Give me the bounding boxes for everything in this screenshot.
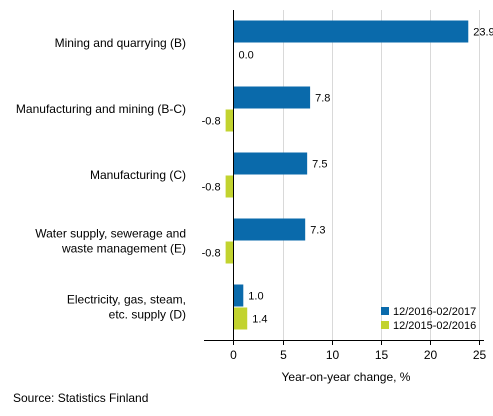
gridlines — [283, 10, 480, 340]
value-labels: 23.9 0.0 7.8 -0.8 7.5 -0.8 7.3 -0.8 1.0 1.4 — [202, 27, 493, 326]
x-tick-label: 20 — [424, 348, 438, 362]
data-label: -0.8 — [202, 182, 221, 194]
x-tick-label: 25 — [473, 348, 487, 362]
data-label: 0.0 — [238, 50, 253, 62]
legend-swatch — [381, 321, 389, 329]
category-label: etc. supply (D) — [109, 308, 186, 322]
legend-swatch — [381, 307, 389, 315]
data-label: 7.8 — [315, 93, 330, 105]
x-axis-title: Year-on-year change, % — [282, 370, 411, 384]
legend-label: 12/2015-02/2016 — [393, 320, 476, 332]
legend-label: 12/2016-02/2017 — [393, 306, 476, 318]
x-tick-label: 15 — [375, 348, 389, 362]
category-label: Electricity, gas, steam, — [67, 293, 186, 307]
data-label: 23.9 — [473, 27, 493, 39]
category-labels: Mining and quarrying (B) Manufacturing an… — [16, 36, 186, 322]
category-label: Manufacturing (C) — [90, 168, 186, 182]
bar — [233, 86, 311, 109]
bar — [233, 20, 469, 43]
bar — [225, 109, 234, 132]
x-tick-label: 5 — [280, 348, 287, 362]
data-label: 7.3 — [310, 225, 325, 237]
bars — [225, 20, 469, 330]
data-label: -0.8 — [202, 116, 221, 128]
legend: 12/2016-02/2017 12/2015-02/2016 — [381, 306, 476, 332]
bar — [233, 218, 306, 241]
category-label: Manufacturing and mining (B-C) — [16, 102, 186, 116]
bar — [233, 284, 244, 307]
bar — [225, 175, 234, 198]
source-note: Source: Statistics Finland — [13, 391, 149, 405]
x-tick-label: 10 — [326, 348, 340, 362]
x-tick-label: 0 — [230, 348, 237, 362]
category-label: waste management (E) — [61, 242, 186, 256]
data-label: 7.5 — [312, 159, 327, 171]
category-label: Mining and quarrying (B) — [55, 36, 186, 50]
bar — [233, 307, 248, 330]
category-label: Water supply, sewerage and — [35, 227, 186, 241]
data-label: 1.4 — [252, 314, 267, 326]
data-label: 1.0 — [248, 291, 263, 303]
bar — [225, 241, 234, 264]
x-axis: 0 5 10 15 20 25 Year-on-year change, % — [204, 10, 486, 384]
bar — [233, 152, 308, 175]
data-label: -0.8 — [202, 248, 221, 260]
